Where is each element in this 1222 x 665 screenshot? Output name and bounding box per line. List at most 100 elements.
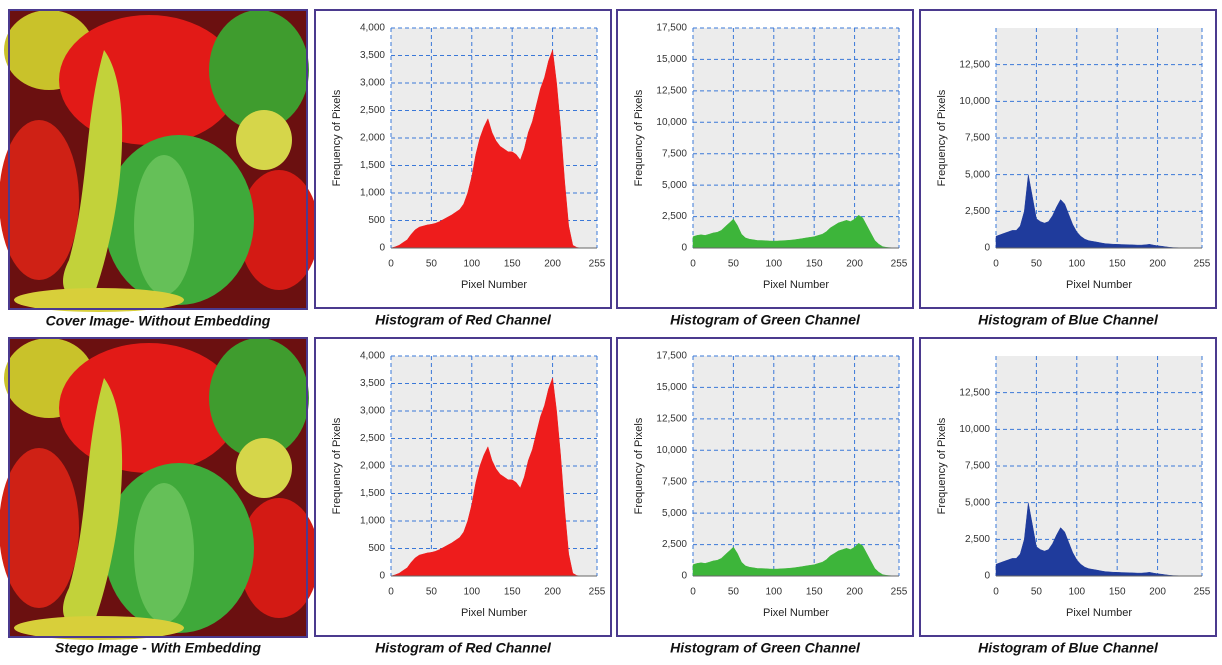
y-tick-label: 15,000 bbox=[656, 382, 687, 393]
chart-panel: 0 2,500 5,000 7,500 10,000 12,500 15,000 17,500… bbox=[617, 10, 913, 328]
x-tick-label: 150 bbox=[504, 587, 521, 598]
x-tick-label: 150 bbox=[1109, 587, 1126, 598]
x-tick-label: 200 bbox=[846, 259, 863, 270]
figure: Cover Image- Without Embedding Stego Ima… bbox=[0, 0, 1222, 660]
x-tick-label: 100 bbox=[1068, 259, 1085, 270]
y-tick-label: 3,500 bbox=[360, 50, 385, 61]
y-axis-label: Frequency of Pixels bbox=[936, 417, 948, 514]
chart-title: Histogram of Blue Channel bbox=[978, 640, 1159, 656]
y-tick-label: 2,500 bbox=[360, 105, 385, 116]
y-tick-label: 2,500 bbox=[965, 534, 990, 545]
y-tick-label: 10,000 bbox=[656, 117, 687, 128]
y-tick-label: 17,500 bbox=[656, 23, 687, 34]
plot-background bbox=[693, 356, 899, 576]
y-tick-label: 12,500 bbox=[959, 387, 990, 398]
x-tick-label: 100 bbox=[463, 259, 480, 270]
y-tick-label: 0 bbox=[379, 243, 385, 254]
x-tick-label: 100 bbox=[1068, 587, 1085, 598]
chart-panel: 0 2,500 5,000 7,500 10,000 12,500 15,000 17,500… bbox=[617, 338, 913, 656]
x-tick-label: 255 bbox=[589, 259, 606, 270]
y-tick-label: 7,500 bbox=[662, 148, 687, 159]
x-tick-label: 150 bbox=[806, 259, 823, 270]
y-tick-label: 15,000 bbox=[656, 54, 687, 65]
y-tick-label: 4,000 bbox=[360, 23, 385, 34]
x-tick-label: 0 bbox=[388, 259, 394, 270]
y-axis-label: Frequency of Pixels bbox=[633, 417, 645, 514]
x-tick-label: 255 bbox=[1194, 259, 1211, 270]
y-tick-label: 17,500 bbox=[656, 351, 687, 362]
x-axis-label: Pixel Number bbox=[763, 279, 829, 291]
x-tick-label: 255 bbox=[1194, 587, 1211, 598]
chart-title: Histogram of Red Channel bbox=[375, 640, 552, 656]
y-tick-label: 500 bbox=[368, 543, 385, 554]
x-tick-label: 50 bbox=[1031, 587, 1043, 598]
x-tick-label: 0 bbox=[993, 259, 999, 270]
y-tick-label: 500 bbox=[368, 215, 385, 226]
x-tick-label: 255 bbox=[589, 587, 606, 598]
y-tick-label: 1,500 bbox=[360, 160, 385, 171]
x-tick-label: 0 bbox=[690, 259, 696, 270]
y-tick-label: 0 bbox=[984, 571, 990, 582]
x-tick-label: 200 bbox=[544, 587, 561, 598]
y-tick-label: 5,000 bbox=[662, 508, 687, 519]
y-tick-label: 7,500 bbox=[662, 476, 687, 487]
chart-title: Histogram of Green Channel bbox=[670, 640, 861, 656]
x-axis-label: Pixel Number bbox=[1066, 279, 1132, 291]
y-axis-label: Frequency of Pixels bbox=[633, 89, 645, 186]
x-tick-label: 200 bbox=[544, 259, 561, 270]
x-tick-label: 50 bbox=[426, 587, 438, 598]
x-tick-label: 0 bbox=[388, 587, 394, 598]
x-tick-label: 255 bbox=[891, 587, 908, 598]
y-tick-label: 3,000 bbox=[360, 78, 385, 89]
plot-background bbox=[693, 28, 899, 248]
x-tick-label: 0 bbox=[690, 587, 696, 598]
y-tick-label: 2,500 bbox=[662, 539, 687, 550]
y-tick-label: 4,000 bbox=[360, 351, 385, 362]
y-tick-label: 2,500 bbox=[662, 211, 687, 222]
x-axis-label: Pixel Number bbox=[461, 279, 527, 291]
chart-panel: 05001,0001,5002,0002,5003,0003,5004,0000… bbox=[315, 338, 611, 656]
y-tick-label: 2,000 bbox=[360, 461, 385, 472]
y-tick-label: 10,000 bbox=[656, 445, 687, 456]
y-tick-label: 1,500 bbox=[360, 488, 385, 499]
y-tick-label: 12,500 bbox=[656, 85, 687, 96]
x-tick-label: 150 bbox=[806, 587, 823, 598]
x-tick-label: 255 bbox=[891, 259, 908, 270]
y-axis-label: Frequency of Pixels bbox=[331, 89, 343, 186]
y-tick-label: 0 bbox=[681, 571, 687, 582]
chart-panel: 05001,0001,5002,0002,5003,0003,5004,0000… bbox=[315, 10, 611, 328]
chart-title: Histogram of Red Channel bbox=[375, 312, 552, 328]
x-axis-label: Pixel Number bbox=[1066, 607, 1132, 619]
x-axis-label: Pixel Number bbox=[763, 607, 829, 619]
x-tick-label: 100 bbox=[765, 259, 782, 270]
y-tick-label: 7,500 bbox=[965, 133, 990, 144]
y-tick-label: 2,500 bbox=[360, 433, 385, 444]
x-tick-label: 200 bbox=[1149, 259, 1166, 270]
y-axis-label: Frequency of Pixels bbox=[936, 89, 948, 186]
x-tick-label: 150 bbox=[1109, 259, 1126, 270]
cover-image bbox=[0, 10, 319, 312]
image-caption: Cover Image- Without Embedding bbox=[46, 313, 271, 329]
y-tick-label: 5,000 bbox=[662, 180, 687, 191]
image-caption: Stego Image - With Embedding bbox=[55, 640, 261, 656]
y-tick-label: 3,500 bbox=[360, 378, 385, 389]
y-tick-label: 1,000 bbox=[360, 188, 385, 199]
y-tick-label: 0 bbox=[681, 243, 687, 254]
y-tick-label: 0 bbox=[984, 243, 990, 254]
y-tick-label: 0 bbox=[379, 571, 385, 582]
x-tick-label: 50 bbox=[728, 587, 740, 598]
x-tick-label: 100 bbox=[463, 587, 480, 598]
y-tick-label: 5,000 bbox=[965, 497, 990, 508]
y-tick-label: 2,500 bbox=[965, 206, 990, 217]
y-tick-label: 10,000 bbox=[959, 96, 990, 107]
y-tick-label: 12,500 bbox=[656, 413, 687, 424]
x-axis-label: Pixel Number bbox=[461, 607, 527, 619]
x-tick-label: 200 bbox=[1149, 587, 1166, 598]
y-tick-label: 10,000 bbox=[959, 424, 990, 435]
y-tick-label: 7,500 bbox=[965, 461, 990, 472]
x-tick-label: 150 bbox=[504, 259, 521, 270]
y-tick-label: 12,500 bbox=[959, 59, 990, 70]
y-tick-label: 1,000 bbox=[360, 516, 385, 527]
